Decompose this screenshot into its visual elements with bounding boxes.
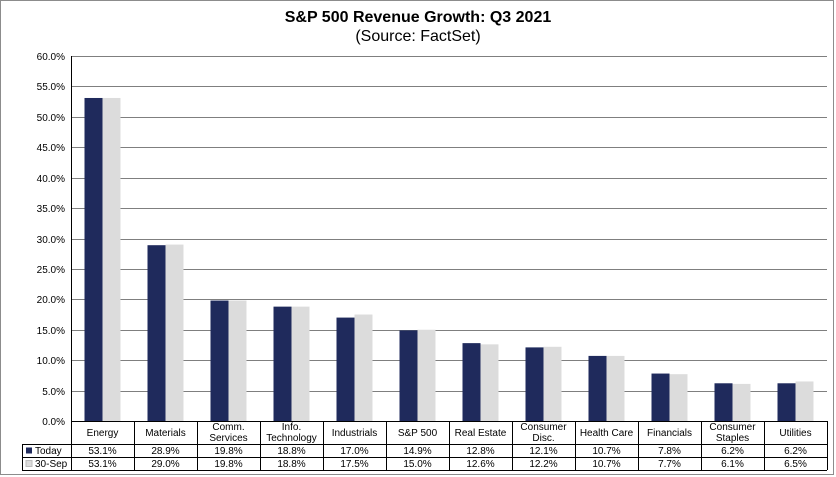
data-label: 53.1% [88, 446, 116, 457]
x-tick-label: Utilities [779, 428, 811, 439]
y-tick-label: 45.0% [37, 143, 65, 154]
bar-today [84, 97, 103, 421]
data-label: 6.2% [721, 446, 744, 457]
bar-today [210, 300, 229, 421]
data-label: 10.7% [592, 446, 620, 457]
x-tick-label: S&P 500 [398, 428, 438, 439]
data-label: 28.9% [151, 446, 179, 457]
bar-30-sep [795, 381, 814, 421]
y-tick-label: 60.0% [37, 52, 65, 63]
data-label: 18.8% [277, 459, 305, 470]
data-label: 19.8% [214, 459, 242, 470]
x-tick-label: Technology [266, 433, 317, 444]
bar-today [777, 383, 796, 421]
bar-30-sep [165, 244, 184, 421]
bar-today [651, 373, 670, 421]
bar-30-sep [291, 306, 310, 421]
x-tick-label: Health Care [580, 428, 634, 439]
data-label: 6.1% [721, 459, 744, 470]
x-tick-label: Info. [282, 422, 301, 433]
bar-today [273, 306, 292, 421]
data-label: 14.9% [403, 446, 431, 457]
x-tick-label: Energy [87, 428, 119, 439]
x-tick-label: Comm. [212, 422, 244, 433]
y-tick-label: 20.0% [37, 295, 65, 306]
data-label: 6.5% [784, 459, 807, 470]
y-tick-label: 55.0% [37, 82, 65, 93]
y-tick-label: 5.0% [42, 387, 65, 398]
bar-today [336, 317, 355, 421]
bar-today [462, 343, 481, 421]
y-tick-label: 30.0% [37, 235, 65, 246]
bar-today [714, 383, 733, 421]
data-label: 19.8% [214, 446, 242, 457]
y-tick-label: 40.0% [37, 174, 65, 185]
chart-title: S&P 500 Revenue Growth: Q3 2021 [284, 9, 552, 26]
data-label: 53.1% [88, 459, 116, 470]
y-tick-label: 15.0% [37, 326, 65, 337]
bar-30-sep [732, 383, 751, 421]
bar-30-sep [102, 97, 121, 421]
bar-30-sep [480, 344, 499, 421]
legend-key-today [26, 447, 32, 454]
x-tick-label: Consumer [709, 422, 756, 433]
data-label: 12.6% [466, 459, 494, 470]
x-tick-label: Industrials [332, 428, 378, 439]
bar-30-sep [543, 346, 562, 421]
bar-30-sep [228, 300, 247, 421]
data-label: 17.5% [340, 459, 368, 470]
bar-30-sep [417, 329, 436, 421]
data-label: 12.1% [529, 446, 557, 457]
x-tick-label: Financials [647, 428, 692, 439]
bar-today [525, 347, 544, 421]
x-tick-label: Materials [145, 428, 186, 439]
x-tick-label: Disc. [532, 433, 554, 444]
y-tick-label: 0.0% [42, 417, 65, 428]
data-label: 12.8% [466, 446, 494, 457]
y-tick-label: 50.0% [37, 113, 65, 124]
bar-30-sep [606, 355, 625, 421]
x-tick-label: Consumer [520, 422, 567, 433]
bar-today [588, 355, 607, 421]
bar-today [147, 245, 166, 421]
data-label: 10.7% [592, 459, 620, 470]
bar-30-sep [354, 314, 373, 421]
data-label: 7.7% [658, 459, 681, 470]
data-label: 12.2% [529, 459, 557, 470]
data-label: 6.2% [784, 446, 807, 457]
x-tick-label: Staples [716, 433, 749, 444]
data-label: 7.8% [658, 446, 681, 457]
data-label: 18.8% [277, 446, 305, 457]
chart-subtitle: (Source: FactSet) [355, 28, 481, 45]
bar-today [399, 330, 418, 421]
legend-key-30-sep [25, 460, 33, 467]
x-tick-label: Real Estate [455, 428, 507, 439]
y-tick-label: 25.0% [37, 265, 65, 276]
y-tick-label: 10.0% [37, 356, 65, 367]
x-tick-label: Services [209, 433, 247, 444]
legend-label: Today [35, 446, 62, 457]
legend-label: 30-Sep [35, 459, 68, 470]
data-label: 15.0% [403, 459, 431, 470]
data-label: 29.0% [151, 459, 179, 470]
bar-30-sep [669, 374, 688, 421]
data-label: 17.0% [340, 446, 368, 457]
y-tick-label: 35.0% [37, 204, 65, 215]
